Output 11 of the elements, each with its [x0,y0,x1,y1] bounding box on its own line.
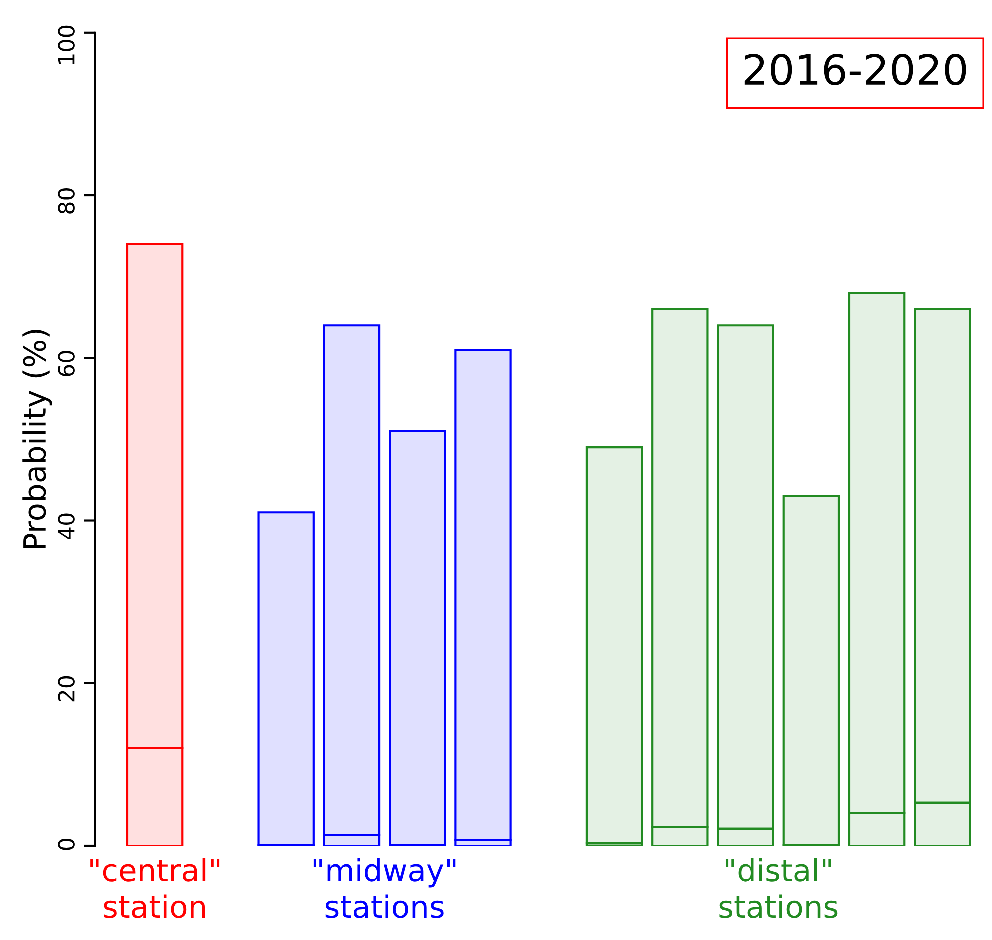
chart-title: 2016-2020 [744,54,966,86]
text: "central" station [90,858,220,918]
y-tick-label: 0 [58,839,75,850]
text: "distal" stations [720,858,838,918]
y-tick-label: 80 [58,188,75,214]
text: "midway" stations [314,858,456,918]
y-tick-label: 20 [58,676,75,702]
y-tick-label: 100 [58,26,75,64]
y-tick-label: 40 [58,514,75,540]
y-tick-label: 60 [58,351,75,376]
y-axis-title: Probability (%) [22,330,52,548]
